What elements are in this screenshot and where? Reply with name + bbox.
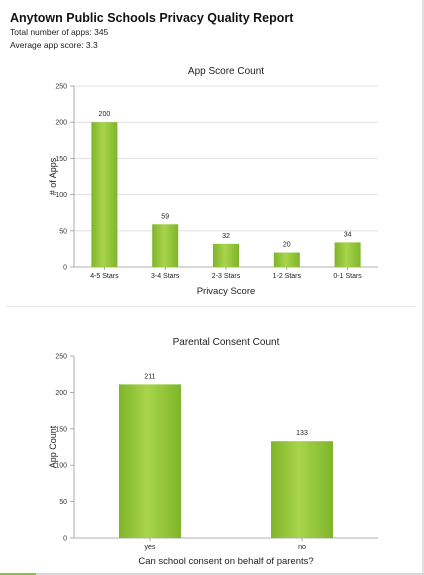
x-axis-title: Can school consent on behalf of parents?	[138, 556, 313, 567]
chart-title: Parental Consent Count	[173, 337, 280, 348]
y-tick-label: 150	[55, 426, 67, 433]
y-tick-label: 150	[55, 156, 67, 163]
y-tick-label: 200	[55, 390, 67, 397]
bar	[91, 122, 118, 267]
y-tick-label: 50	[59, 499, 67, 506]
data-label: 20	[283, 242, 291, 249]
total-apps-text: Total number of apps: 345	[10, 27, 109, 37]
y-axis-title: App Count	[48, 425, 58, 468]
y-tick-label: 0	[63, 536, 67, 543]
y-tick-label: 250	[55, 84, 67, 91]
x-tick-label: 2-3 Stars	[212, 273, 241, 280]
data-label: 200	[99, 111, 111, 118]
y-tick-label: 0	[63, 265, 67, 272]
x-axis-title: Privacy Score	[197, 286, 256, 297]
x-tick-label: yes	[145, 544, 156, 551]
chart-title: App Score Count	[188, 66, 264, 77]
report-title: Anytown Public Schools Privacy Quality R…	[10, 11, 294, 25]
x-tick-label: no	[298, 544, 306, 551]
y-tick-label: 50	[59, 228, 67, 235]
data-label: 133	[296, 430, 308, 437]
y-axis-title: # of Apps	[48, 157, 58, 195]
data-label: 32	[222, 233, 230, 240]
bar	[271, 441, 333, 538]
x-tick-label: 0-1 Stars	[333, 273, 362, 280]
bar	[334, 242, 361, 267]
x-tick-label: 3-4 Stars	[151, 273, 180, 280]
average-score-text: Average app score: 3.3	[10, 40, 98, 50]
data-label: 59	[161, 213, 169, 220]
x-tick-label: 4-5 Stars	[90, 273, 119, 280]
page-frame-bottom	[0, 573, 424, 575]
y-tick-label: 200	[55, 120, 67, 127]
y-tick-label: 250	[55, 354, 67, 361]
y-tick-label: 100	[55, 192, 67, 199]
report-header: Anytown Public Schools Privacy Quality R…	[10, 11, 293, 52]
bar	[273, 252, 300, 267]
page-frame-accent	[0, 573, 36, 575]
y-tick-label: 100	[55, 463, 67, 470]
bar	[119, 384, 181, 538]
data-label: 34	[344, 231, 352, 238]
bar	[213, 243, 239, 267]
bar	[152, 224, 179, 267]
x-tick-label: 1-2 Stars	[273, 273, 302, 280]
parental-consent-chart: Parental Consent Count 0 50 100 150 200 250 211…	[48, 337, 378, 567]
app-score-chart-panel: App Score Count 0 50 100 150 200 250 200 4-5 Sta…	[6, 56, 416, 307]
app-score-chart: App Score Count 0 50 100 150 200 250 200 4-5 Sta…	[48, 66, 378, 297]
page-frame-right	[422, 0, 424, 575]
parental-consent-chart-panel: Parental Consent Count 0 50 100 150 200 250 211…	[6, 328, 416, 570]
data-label: 211	[144, 373, 155, 380]
